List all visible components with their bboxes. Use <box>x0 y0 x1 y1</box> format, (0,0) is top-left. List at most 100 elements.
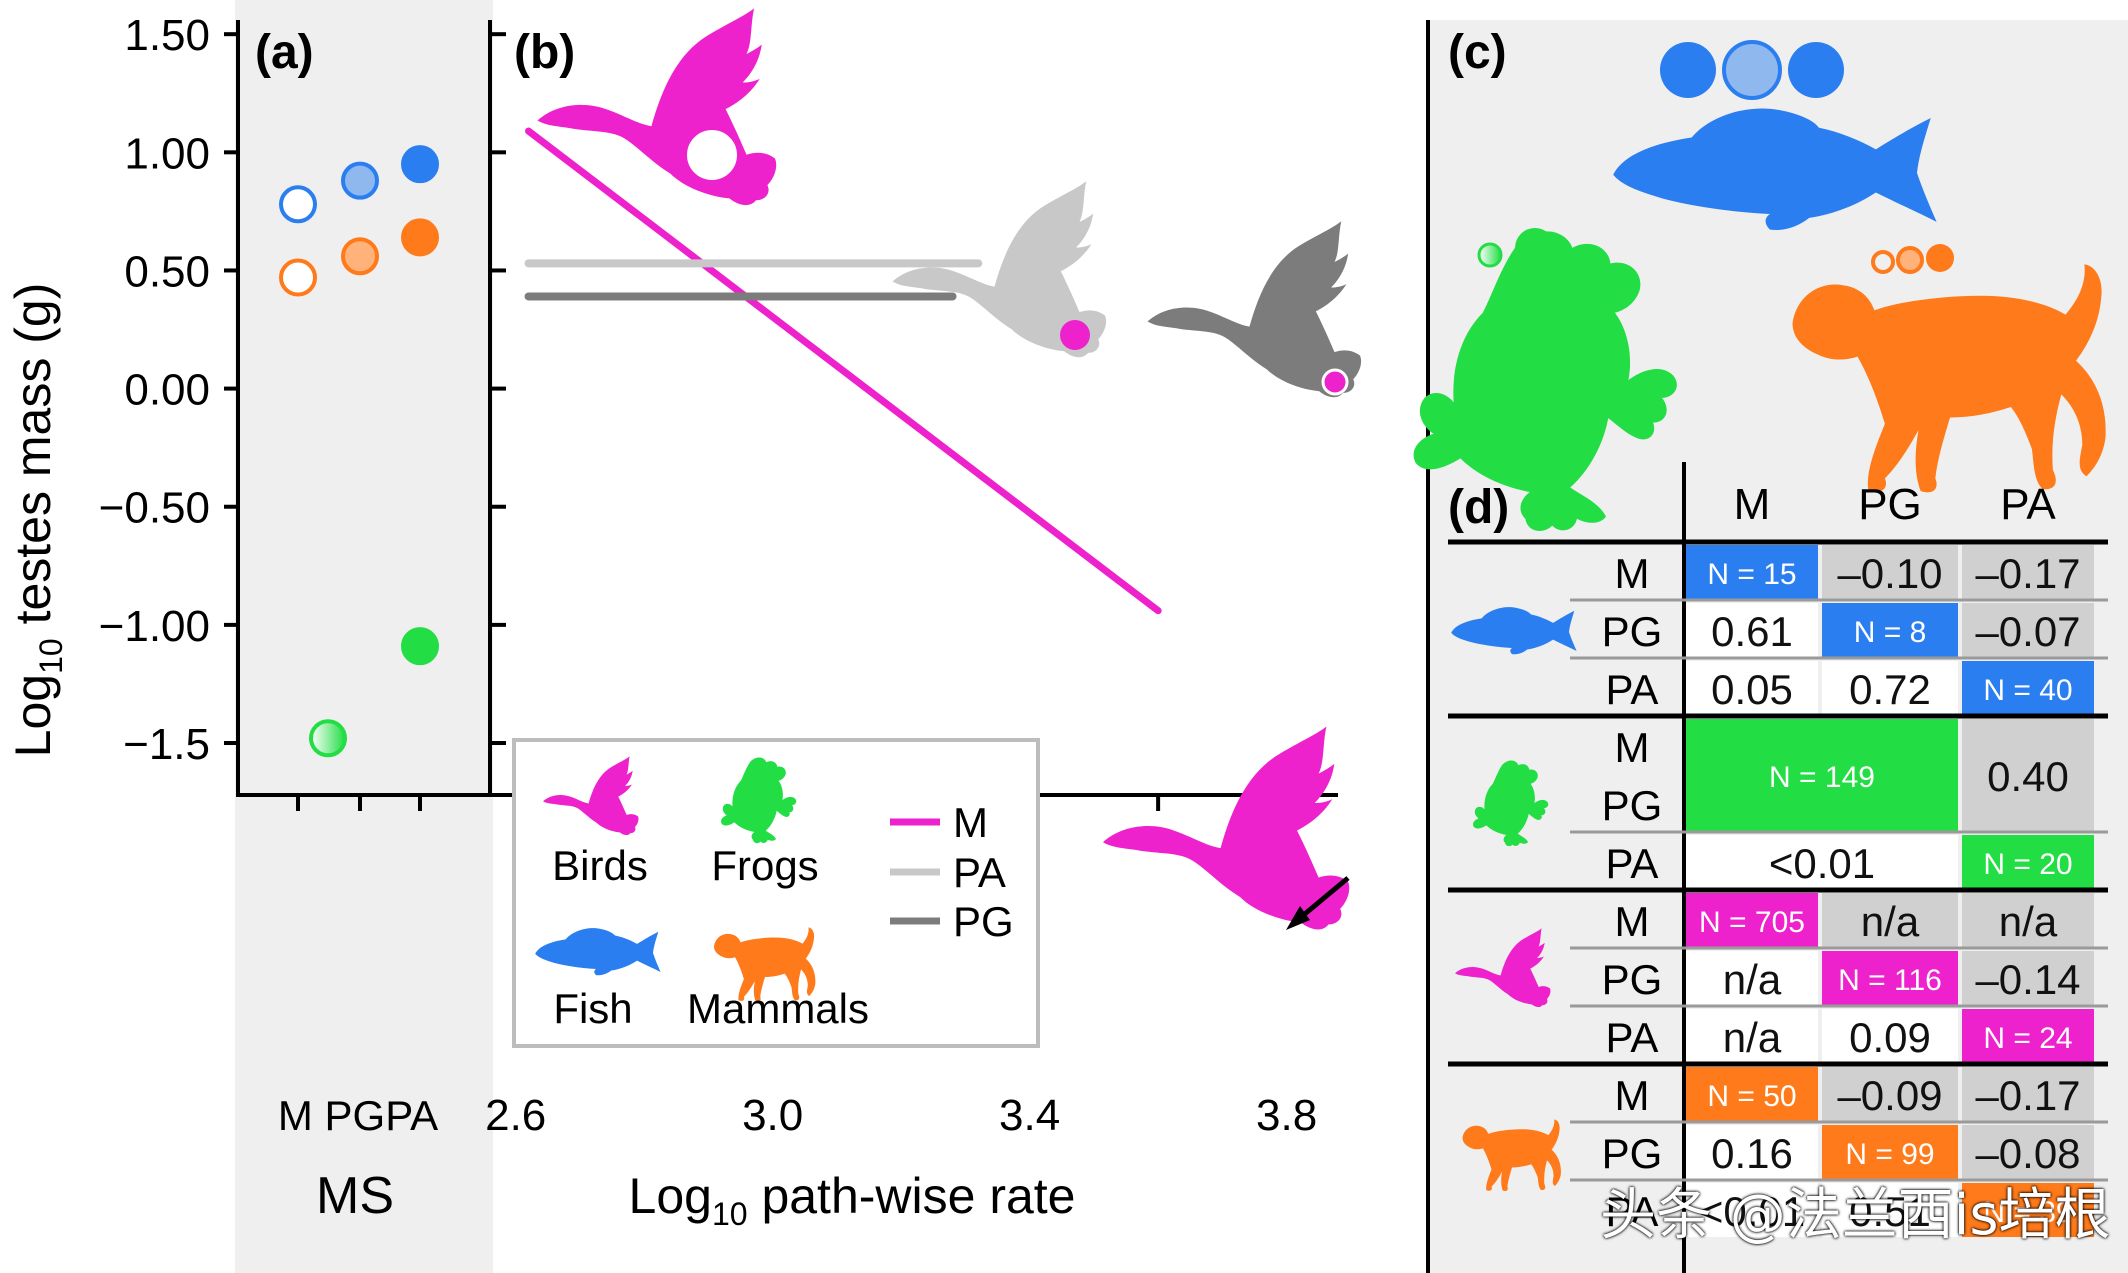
y-axis-title-rest: testes mass (g) <box>5 283 61 639</box>
table-cell <box>1822 603 1958 657</box>
legend-pa-label: PA <box>953 849 1006 896</box>
table-cell-text: N = 40 <box>1983 674 2072 707</box>
table-cell-text: 0.51 <box>1849 1188 1931 1235</box>
mammal-pa-dot <box>1926 244 1954 272</box>
y-axis-title-subscript: 10 <box>33 638 69 674</box>
table-cell <box>1962 603 2094 657</box>
table-row-label: PG <box>1602 1130 1663 1177</box>
table-cell <box>1686 835 1958 889</box>
table-row-label: PA <box>1606 666 1659 713</box>
y-tick-label: 1.00 <box>124 129 210 178</box>
table-cell-text: –0.17 <box>1975 1072 2080 1119</box>
legend-mammals-label: Mammals <box>687 985 869 1032</box>
panel-a-points <box>279 145 439 758</box>
table-cell-text: 0.40 <box>1987 753 2069 800</box>
fish-m-dot <box>1660 42 1716 98</box>
watermark: 头条 @法兰西is培根 <box>1600 1183 2111 1248</box>
x-axis-title-base: Log <box>629 1168 712 1224</box>
mammals-point-m <box>279 258 317 297</box>
y-tick-label: 1.50 <box>124 11 210 60</box>
panel-a-category-labels: M PGPA <box>278 1092 438 1139</box>
table-cell-text: <0.01 <box>1699 1188 1805 1235</box>
legend: Birds Frogs Fish Mammals M PA PG <box>512 738 1040 1048</box>
table-cell <box>1962 835 2094 889</box>
panel-a-axes: 1.50 1.00 0.50 0.00 −0.50 −1.00 −1.5 M PGPA <box>99 11 492 1139</box>
table-cell-text: –0.09 <box>1837 1072 1942 1119</box>
table-cell <box>1822 1125 1958 1179</box>
table-cell <box>1686 545 1818 599</box>
table-cell-text: –0.10 <box>1837 550 1942 597</box>
table-row-label: M <box>1615 1072 1650 1119</box>
table-cell-text: 0.09 <box>1849 1014 1931 1061</box>
fish-pa-dot <box>1788 42 1844 98</box>
table-cell <box>1962 719 2094 831</box>
frog-mpg-dot <box>1477 242 1503 268</box>
x-axis-title-rest: path-wise rate <box>748 1168 1076 1224</box>
table-row-label: PG <box>1602 608 1663 655</box>
legend-m-label: M <box>953 799 988 846</box>
table-cell-text: N = 20 <box>1983 848 2072 881</box>
table-cell-text: 0.72 <box>1849 666 1931 713</box>
legend-frogs-label: Frogs <box>711 842 818 889</box>
table-cell-text: 0.05 <box>1711 666 1793 713</box>
table-cell <box>1686 719 1958 831</box>
table-cell-text: N = 15 <box>1707 558 1796 591</box>
x-axis-title-subscript: 10 <box>712 1196 748 1232</box>
table-cell <box>1822 1183 1958 1237</box>
table-row-label: M <box>1615 550 1650 597</box>
y-axis-title-base: Log <box>5 674 61 757</box>
table-cell <box>1962 893 2094 947</box>
table-row-label: M <box>1615 898 1650 945</box>
legend-fish-label: Fish <box>553 985 632 1032</box>
fish-point-m <box>279 185 317 224</box>
mammal-pg-dot <box>1896 246 1924 274</box>
table-cell-text: N = 149 <box>1769 761 1875 794</box>
table-cell-text: N = 24 <box>1983 1022 2072 1055</box>
table-cell <box>1686 1067 1818 1121</box>
table-cell <box>1686 603 1818 657</box>
panel-b-label: (b) <box>514 26 575 79</box>
duck-pa-marker <box>1060 320 1090 350</box>
correlation-table: M PG PA N = 15 –0.10 –0.17 M 0.61 N = 8 –0.07 PG 0.… <box>1448 462 2108 1273</box>
y-tick-label: −0.50 <box>99 484 210 533</box>
table-cell <box>1686 1183 1818 1237</box>
table-cell-text: N = 99 <box>1845 1138 1934 1171</box>
table-cell <box>1686 1125 1818 1179</box>
x-tick-label: 3.8 <box>1256 1091 1317 1140</box>
table-cell <box>1962 1183 2094 1237</box>
panel-c-illustration <box>1413 40 2106 531</box>
mammals-point-pa <box>401 218 439 257</box>
table-cell <box>1962 1125 2094 1179</box>
table-cell-text: –0.14 <box>1975 956 2080 1003</box>
table-cell <box>1822 893 1958 947</box>
legend-birds-label: Birds <box>552 842 648 889</box>
panel-d-label: (d) <box>1448 481 1509 534</box>
table-cell-text: n/a <box>1861 898 1920 945</box>
table-cell <box>1822 661 1958 715</box>
table-cell-text: –0.07 <box>1975 608 2080 655</box>
table-cell-text: n/a <box>1723 1014 1782 1061</box>
table-cell <box>1962 951 2094 1005</box>
arrow-head-icon <box>1286 906 1310 930</box>
table-cell-text: N = 39 <box>1983 1196 2072 1229</box>
table-cell-text: N = 8 <box>1854 616 1927 649</box>
table-cell <box>1686 951 1818 1005</box>
table-cell-text: N = 116 <box>1838 964 1942 997</box>
table-cell <box>1686 893 1818 947</box>
table-cell-text: N = 50 <box>1707 1080 1796 1113</box>
table-cell <box>1686 1009 1818 1063</box>
legend-pg-label: PG <box>953 898 1014 945</box>
panel-c-label: (c) <box>1448 26 1507 79</box>
table-cell <box>1822 1009 1958 1063</box>
x-tick-label: 2.6 <box>485 1091 546 1140</box>
series-line-m <box>525 127 1162 615</box>
y-tick-label: −1.00 <box>99 602 210 651</box>
x-tick-label: 3.4 <box>999 1091 1060 1140</box>
table-cell-text: 0.16 <box>1711 1130 1793 1177</box>
x-axis-title: Log10 path-wise rate <box>629 1168 1076 1232</box>
table-cell <box>1962 1067 2094 1121</box>
table-cell-text: 0.61 <box>1711 608 1793 655</box>
table-cell-text: –0.17 <box>1975 550 2080 597</box>
y-tick-label: 0.00 <box>124 366 210 415</box>
table-cell <box>1686 661 1818 715</box>
